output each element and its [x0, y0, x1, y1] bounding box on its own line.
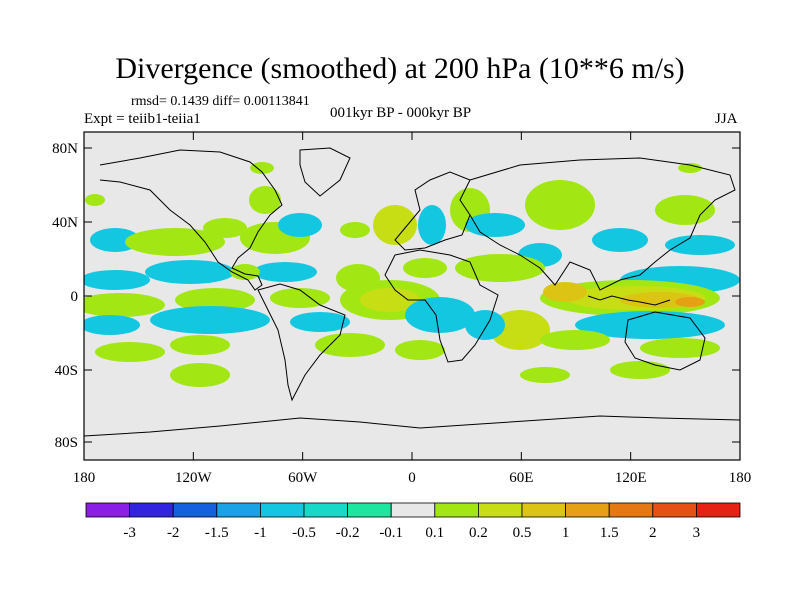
y-tick-label: 40S — [55, 363, 78, 379]
field-patch — [418, 205, 446, 245]
field-patch — [520, 367, 570, 383]
y-tick-label: 40N — [52, 215, 78, 231]
colorbar-label: -0.1 — [379, 525, 403, 541]
colorbar-swatch — [608, 502, 654, 518]
field-patch — [543, 282, 587, 302]
field-patch — [253, 262, 317, 282]
y-tick-label: 80S — [55, 435, 78, 451]
colorbar-swatch — [347, 502, 392, 518]
colorbar-swatch — [216, 502, 261, 518]
field-patch — [525, 180, 595, 230]
colorbar-swatch — [652, 502, 697, 518]
field-patch — [170, 363, 230, 387]
field-patch — [315, 333, 385, 357]
colorbar-label: -0.5 — [292, 525, 316, 541]
colorbar-swatch — [521, 502, 566, 518]
colorbar-label: -1 — [254, 525, 267, 541]
y-tick-label: 0 — [71, 289, 79, 305]
y-tick-label: 80N — [52, 141, 78, 157]
colorbar-label: 1 — [562, 525, 570, 541]
field-patch — [95, 342, 165, 362]
field-patch — [250, 162, 274, 174]
colorbar: -3 -2 -1.5 -1 -0.5 -0.2 -0.1 0.1 0.2 0.5 1 1.5 2 3 — [85, 502, 741, 541]
colorbar-swatch — [303, 502, 348, 518]
field-patch — [592, 228, 648, 252]
field-patch — [170, 335, 230, 355]
x-tick-label: 180 — [729, 470, 752, 486]
plot-title: Divergence (smoothed) at 200 hPa (10**6 … — [115, 52, 685, 85]
colorbar-swatch — [477, 502, 523, 518]
field-patch — [665, 235, 735, 255]
field-patch — [678, 163, 702, 173]
stats-label: rmsd= 0.1439 diff= 0.00113841 — [131, 94, 310, 109]
colorbar-swatch — [85, 502, 130, 518]
field-patch — [175, 288, 255, 312]
coastlines — [84, 147, 740, 437]
colorbar-label: 3 — [693, 525, 701, 541]
season-label: JJA — [715, 111, 738, 127]
field-patch — [455, 254, 545, 282]
field-patch — [610, 361, 670, 379]
field-patch — [203, 218, 247, 238]
colorbar-label: 1.5 — [600, 525, 619, 541]
field-patch — [640, 338, 720, 358]
colorbar-swatch — [565, 502, 610, 518]
field-patch — [84, 270, 150, 290]
x-tick-label: 60E — [509, 470, 533, 486]
colorbar-label: -1.5 — [205, 525, 229, 541]
field-patch — [84, 315, 140, 335]
field-patch — [270, 288, 330, 308]
field-patch — [373, 205, 417, 245]
colorbar-swatch — [390, 502, 436, 518]
experiment-label: Expt = teiib1-teiia1 — [84, 111, 201, 127]
x-tick-label: 120E — [615, 470, 647, 486]
field-patch — [655, 195, 715, 225]
colorbar-label: 0.1 — [425, 525, 444, 541]
field-patch — [490, 310, 550, 350]
colorbar-swatch — [172, 502, 218, 518]
field-patch — [405, 297, 475, 333]
field-patch — [85, 194, 105, 206]
colorbar-swatch — [259, 502, 305, 518]
field-patch — [540, 330, 610, 350]
x-tick-label: 180 — [73, 470, 96, 486]
field-patch — [675, 297, 705, 307]
colorbar-label: -3 — [123, 525, 136, 541]
x-tick-label: 120W — [175, 470, 213, 486]
field-patch — [150, 306, 270, 334]
colorbar-label: 2 — [649, 525, 657, 541]
field-patch — [465, 213, 525, 237]
field-patch — [84, 293, 165, 317]
colorbar-label: -0.2 — [336, 525, 360, 541]
field-patch — [465, 310, 505, 340]
colorbar-swatch — [696, 502, 741, 518]
colorbar-label: 0.2 — [469, 525, 488, 541]
x-tick-label: 60W — [288, 470, 318, 486]
field-patch — [230, 264, 260, 280]
field-patch — [145, 260, 235, 284]
field-patch — [125, 228, 225, 256]
field-patch — [395, 340, 445, 360]
field-patch — [403, 258, 447, 278]
field-patch — [340, 222, 370, 238]
field-patch — [360, 288, 420, 312]
period-label: 001kyr BP - 000kyr BP — [330, 105, 472, 121]
field-patch — [290, 312, 350, 332]
field-patch — [249, 186, 281, 214]
axis-ticks: 180 120W 60W 0 60E 120E 180 80N 40N 0 40S 80S — [52, 132, 751, 486]
field-patch — [278, 213, 322, 237]
x-tick-label: 0 — [408, 470, 416, 486]
colorbar-label: 0.5 — [513, 525, 532, 541]
colorbar-swatch — [129, 502, 174, 518]
colorbar-label: -2 — [167, 525, 180, 541]
colorbar-swatch — [434, 502, 479, 518]
